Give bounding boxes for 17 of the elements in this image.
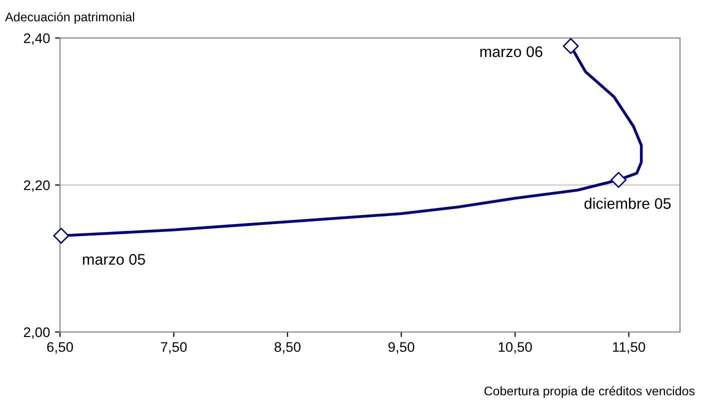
y-tick-label: 2,20	[24, 180, 50, 192]
annotation: diciembre 05	[584, 198, 671, 209]
x-tick-label: 6,50	[47, 342, 73, 354]
y-axis-title: Adecuación patrimonial	[5, 12, 134, 24]
point	[53, 228, 70, 244]
x-tick-label: 10,50	[498, 342, 532, 354]
y-tick-label: 2,00	[24, 327, 50, 339]
point	[562, 38, 579, 54]
x-tick-label: 8,50	[274, 342, 300, 354]
x-axis-title: Cobertura propia de créditos vencidos	[484, 386, 695, 398]
annotation: marzo 06	[480, 46, 542, 58]
x-tick-label: 9,50	[388, 342, 414, 354]
y-tick-label: 2,40	[24, 33, 50, 45]
x-tick-label: 7,50	[160, 342, 187, 354]
point	[610, 172, 627, 188]
annotation: marzo 05	[82, 254, 146, 265]
x-tick-label: 11,50	[613, 342, 646, 354]
